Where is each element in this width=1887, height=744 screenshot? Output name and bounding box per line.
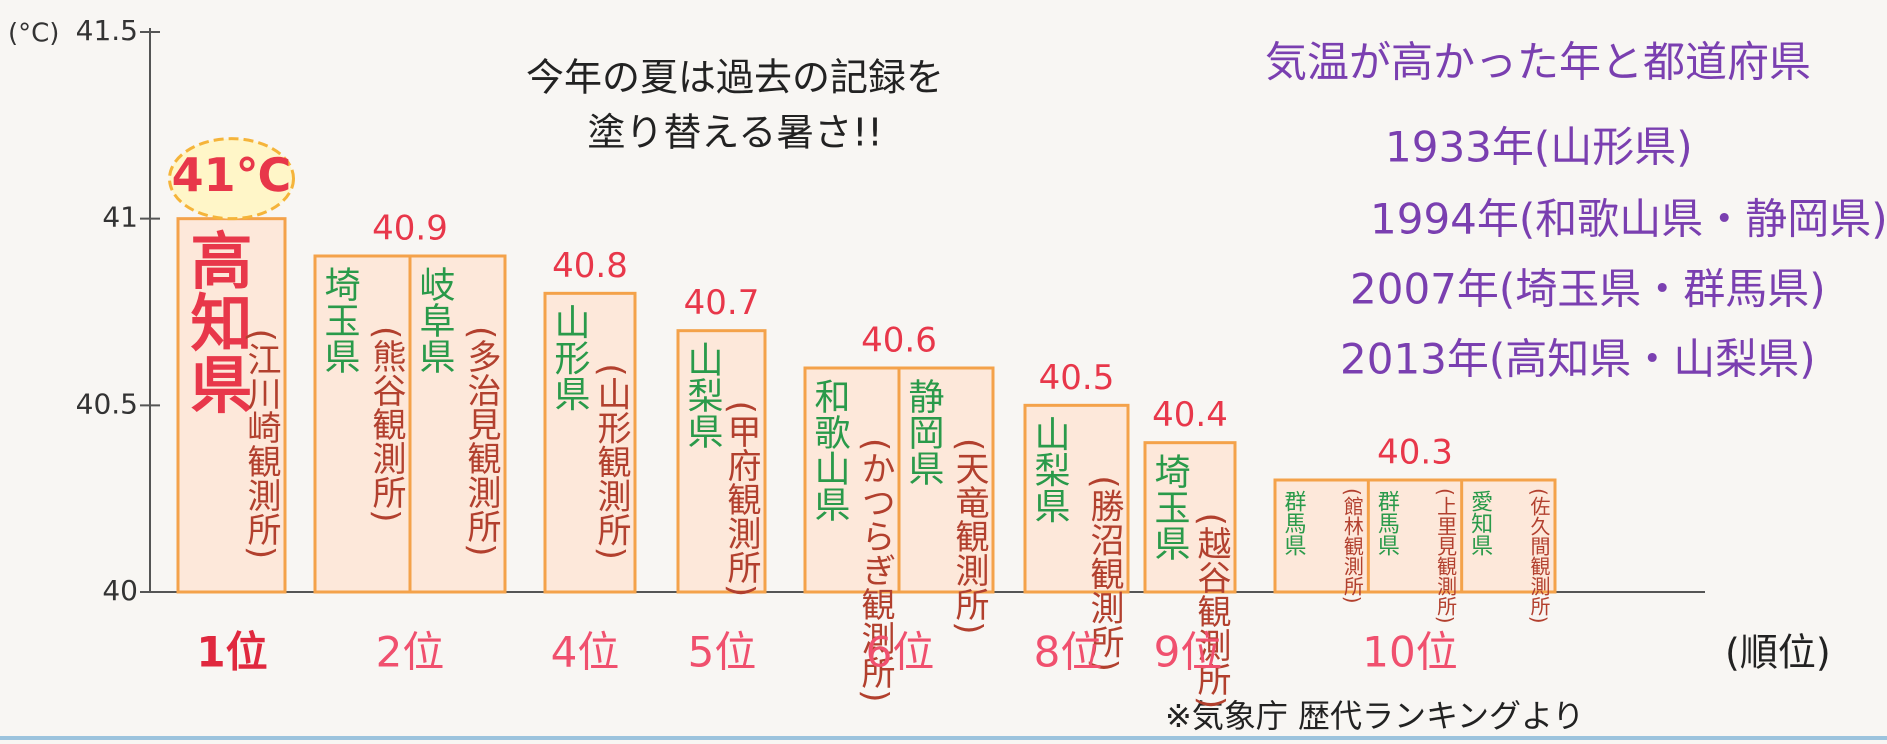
- x-tick-label: 6位: [866, 628, 935, 677]
- x-axis-label: (順位): [1725, 631, 1831, 675]
- bar: [1275, 480, 1555, 592]
- prefecture: 山形県: [549, 303, 590, 411]
- value-label: 40.7: [684, 283, 760, 323]
- station: (館林観測所): [1340, 488, 1364, 604]
- x-tick-label: 1位: [196, 628, 267, 677]
- station: (山形観測所): [591, 363, 631, 560]
- x-tick-label: 8位: [1034, 628, 1103, 677]
- side-item: 2013年(高知県・山梨県): [1340, 335, 1816, 384]
- value-label: 40.9: [372, 209, 448, 249]
- station: (熊谷観測所): [366, 326, 406, 523]
- x-tick-label: 5位: [688, 628, 757, 677]
- value-label: 40.5: [1039, 358, 1115, 398]
- value-label: 40.6: [861, 321, 937, 361]
- prefecture: 静岡県: [903, 378, 944, 486]
- prefecture: 和歌山県: [809, 378, 851, 522]
- x-tick-label: 4位: [551, 628, 620, 677]
- station: (上里見観測所): [1434, 488, 1458, 624]
- prefecture: 山梨県: [682, 341, 723, 449]
- station: (佐久間観測所): [1527, 488, 1551, 624]
- x-tick-label: 2位: [376, 628, 445, 677]
- unit-label: (°C): [8, 19, 59, 49]
- side-title: 気温が高かった年と都道府県: [1265, 38, 1811, 87]
- station: (多治見観測所): [461, 326, 501, 557]
- prefecture: 埼玉県: [319, 266, 360, 374]
- value-label: 40.3: [1377, 433, 1453, 473]
- value-label: 40.4: [1152, 395, 1228, 435]
- annotation: 今年の夏は過去の記録を: [526, 56, 944, 100]
- value-label: 40.8: [552, 246, 628, 286]
- station: (天竜観測所): [949, 438, 989, 635]
- x-tick-label: 10位: [1362, 628, 1457, 677]
- prefecture: 群馬県: [1281, 490, 1307, 556]
- y-tick-label: 41.5: [76, 14, 138, 47]
- prefecture: 山梨県: [1029, 415, 1070, 523]
- y-tick-label: 40.5: [76, 387, 138, 420]
- chart: (°C) 今年の夏は過去の記録を 塗り替える暑さ!! 気温が高かった年と都道府県…: [0, 0, 1887, 744]
- prefecture: 愛知県: [1467, 490, 1493, 556]
- y-tick-label: 41: [102, 201, 138, 234]
- annotation: 塗り替える暑さ!!: [587, 111, 882, 155]
- side-item: 1933年(山形県): [1385, 123, 1693, 172]
- side-item: 1994年(和歌山県・静岡県): [1370, 195, 1887, 244]
- x-tick-label: 9位: [1154, 628, 1223, 677]
- prefecture: 群馬県: [1374, 490, 1400, 556]
- page: (°C) 今年の夏は過去の記録を 塗り替える暑さ!! 気温が高かった年と都道府県…: [0, 0, 1887, 744]
- prefecture: 埼玉県: [1149, 453, 1190, 561]
- station: (越谷観測所): [1191, 513, 1231, 710]
- prefecture: 岐阜県: [414, 266, 455, 374]
- station: (甲府観測所): [721, 401, 761, 598]
- station: (江川崎観測所): [241, 329, 281, 560]
- side-item: 2007年(埼玉県・群馬県): [1350, 265, 1826, 314]
- value-label: 41℃: [172, 148, 292, 202]
- y-tick-label: 40: [102, 574, 138, 607]
